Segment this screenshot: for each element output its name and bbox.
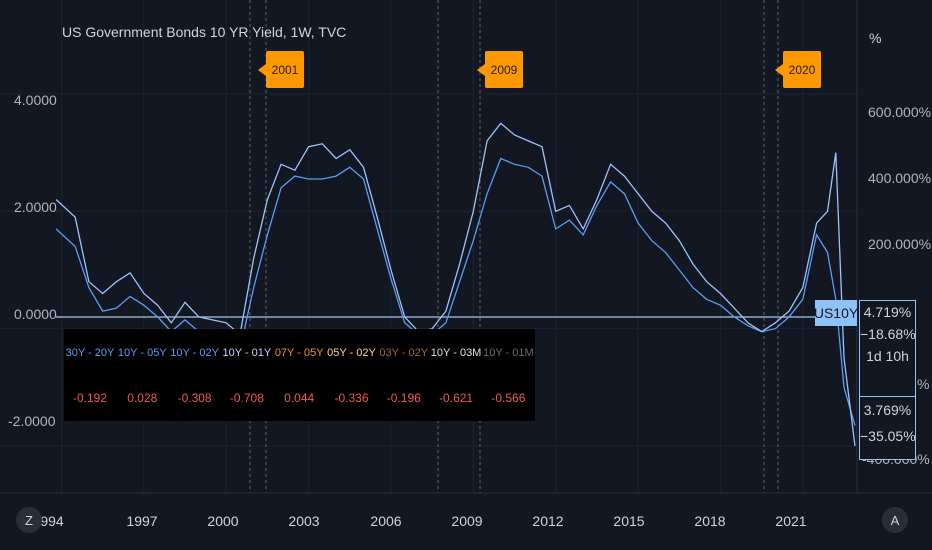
spread-value: -0.708 (229, 391, 264, 405)
x-axis-label: 2003 (288, 513, 320, 529)
x-axis-label: 994 (40, 513, 64, 529)
left-axis-label: 0.0000 (14, 306, 57, 322)
auto-scale-button[interactable]: A (882, 507, 908, 533)
spread-header: 10Y - 03M (430, 347, 482, 359)
spread-value-row: -0.192 0.028 -0.308 -0.708 0.044 -0.336 -0.196… (64, 378, 535, 418)
x-axis-label: 1997 (126, 513, 158, 529)
right-axis-label: 600.000% (868, 104, 932, 120)
spread-table: 30Y - 20Y 10Y - 05Y 10Y - 02Y 10Y - 01Y 07Y … (64, 329, 535, 421)
left-axis-label: -2.0000 (8, 413, 56, 429)
event-flag-2009[interactable]: 2009 (477, 51, 523, 88)
spread-value: -0.336 (334, 391, 369, 405)
spread-header: 07Y - 05Y (274, 347, 324, 359)
spread-header: 10Y - 01Y (222, 347, 272, 359)
spread-value: 0.028 (127, 391, 158, 405)
spread-header: 10Y - 01M (483, 347, 534, 359)
x-axis-label: 2009 (451, 513, 483, 529)
x-axis-label: 2006 (370, 513, 402, 529)
compare-change: −35.05% (860, 428, 916, 444)
compare-value: 3.769% (863, 402, 912, 418)
spread-header: 10Y - 02Y (170, 347, 219, 359)
spread-value: -0.192 (72, 391, 108, 405)
spread-header-row: 30Y - 20Y 10Y - 05Y 10Y - 02Y 10Y - 01Y 07Y … (64, 333, 535, 373)
spread-value: -0.566 (491, 391, 526, 405)
x-axis-label: 2015 (613, 513, 645, 529)
left-axis-label: 2.0000 (14, 199, 57, 215)
x-axis-label: 2021 (775, 513, 807, 529)
compare-price-box: 3.769% −35.05% (859, 396, 916, 460)
spread-value: 0.044 (284, 391, 315, 405)
right-axis-label: % (917, 376, 930, 392)
chart-title: US Government Bonds 10 YR Yield, 1W, TVC (62, 24, 347, 40)
right-axis-unit: % (869, 30, 882, 46)
event-flag-2001[interactable]: 2001 (258, 51, 304, 88)
price-box: 4.719% −18.68% 1d 10h (859, 300, 916, 398)
spread-header: 05Y - 02Y (327, 347, 376, 359)
spread-header: 03Y - 02Y (379, 347, 429, 359)
event-flag-2020[interactable]: 2020 (775, 51, 821, 88)
right-axis-label: 200.000% (868, 236, 932, 252)
x-axis-label: 2000 (207, 513, 239, 529)
right-axis-label: 400.000% (868, 170, 932, 186)
left-axis-label: 4.0000 (14, 92, 57, 108)
spread-value: -0.308 (177, 391, 212, 405)
x-axis-label: 2012 (532, 513, 564, 529)
change-percent: −18.68% (860, 326, 916, 342)
symbol-tag[interactable]: US10Y (814, 300, 858, 326)
x-axis-label: 2018 (694, 513, 726, 529)
zoom-button[interactable]: Z (16, 507, 42, 533)
bar-countdown: 1d 10h (866, 348, 909, 364)
spread-value: -0.196 (386, 391, 421, 405)
spread-value: -0.621 (439, 391, 474, 405)
spread-header: 30Y - 20Y (65, 347, 115, 359)
series-line-2 (55, 122, 856, 447)
spread-header: 10Y - 05Y (117, 347, 167, 359)
last-value: 4.719% (863, 304, 912, 320)
